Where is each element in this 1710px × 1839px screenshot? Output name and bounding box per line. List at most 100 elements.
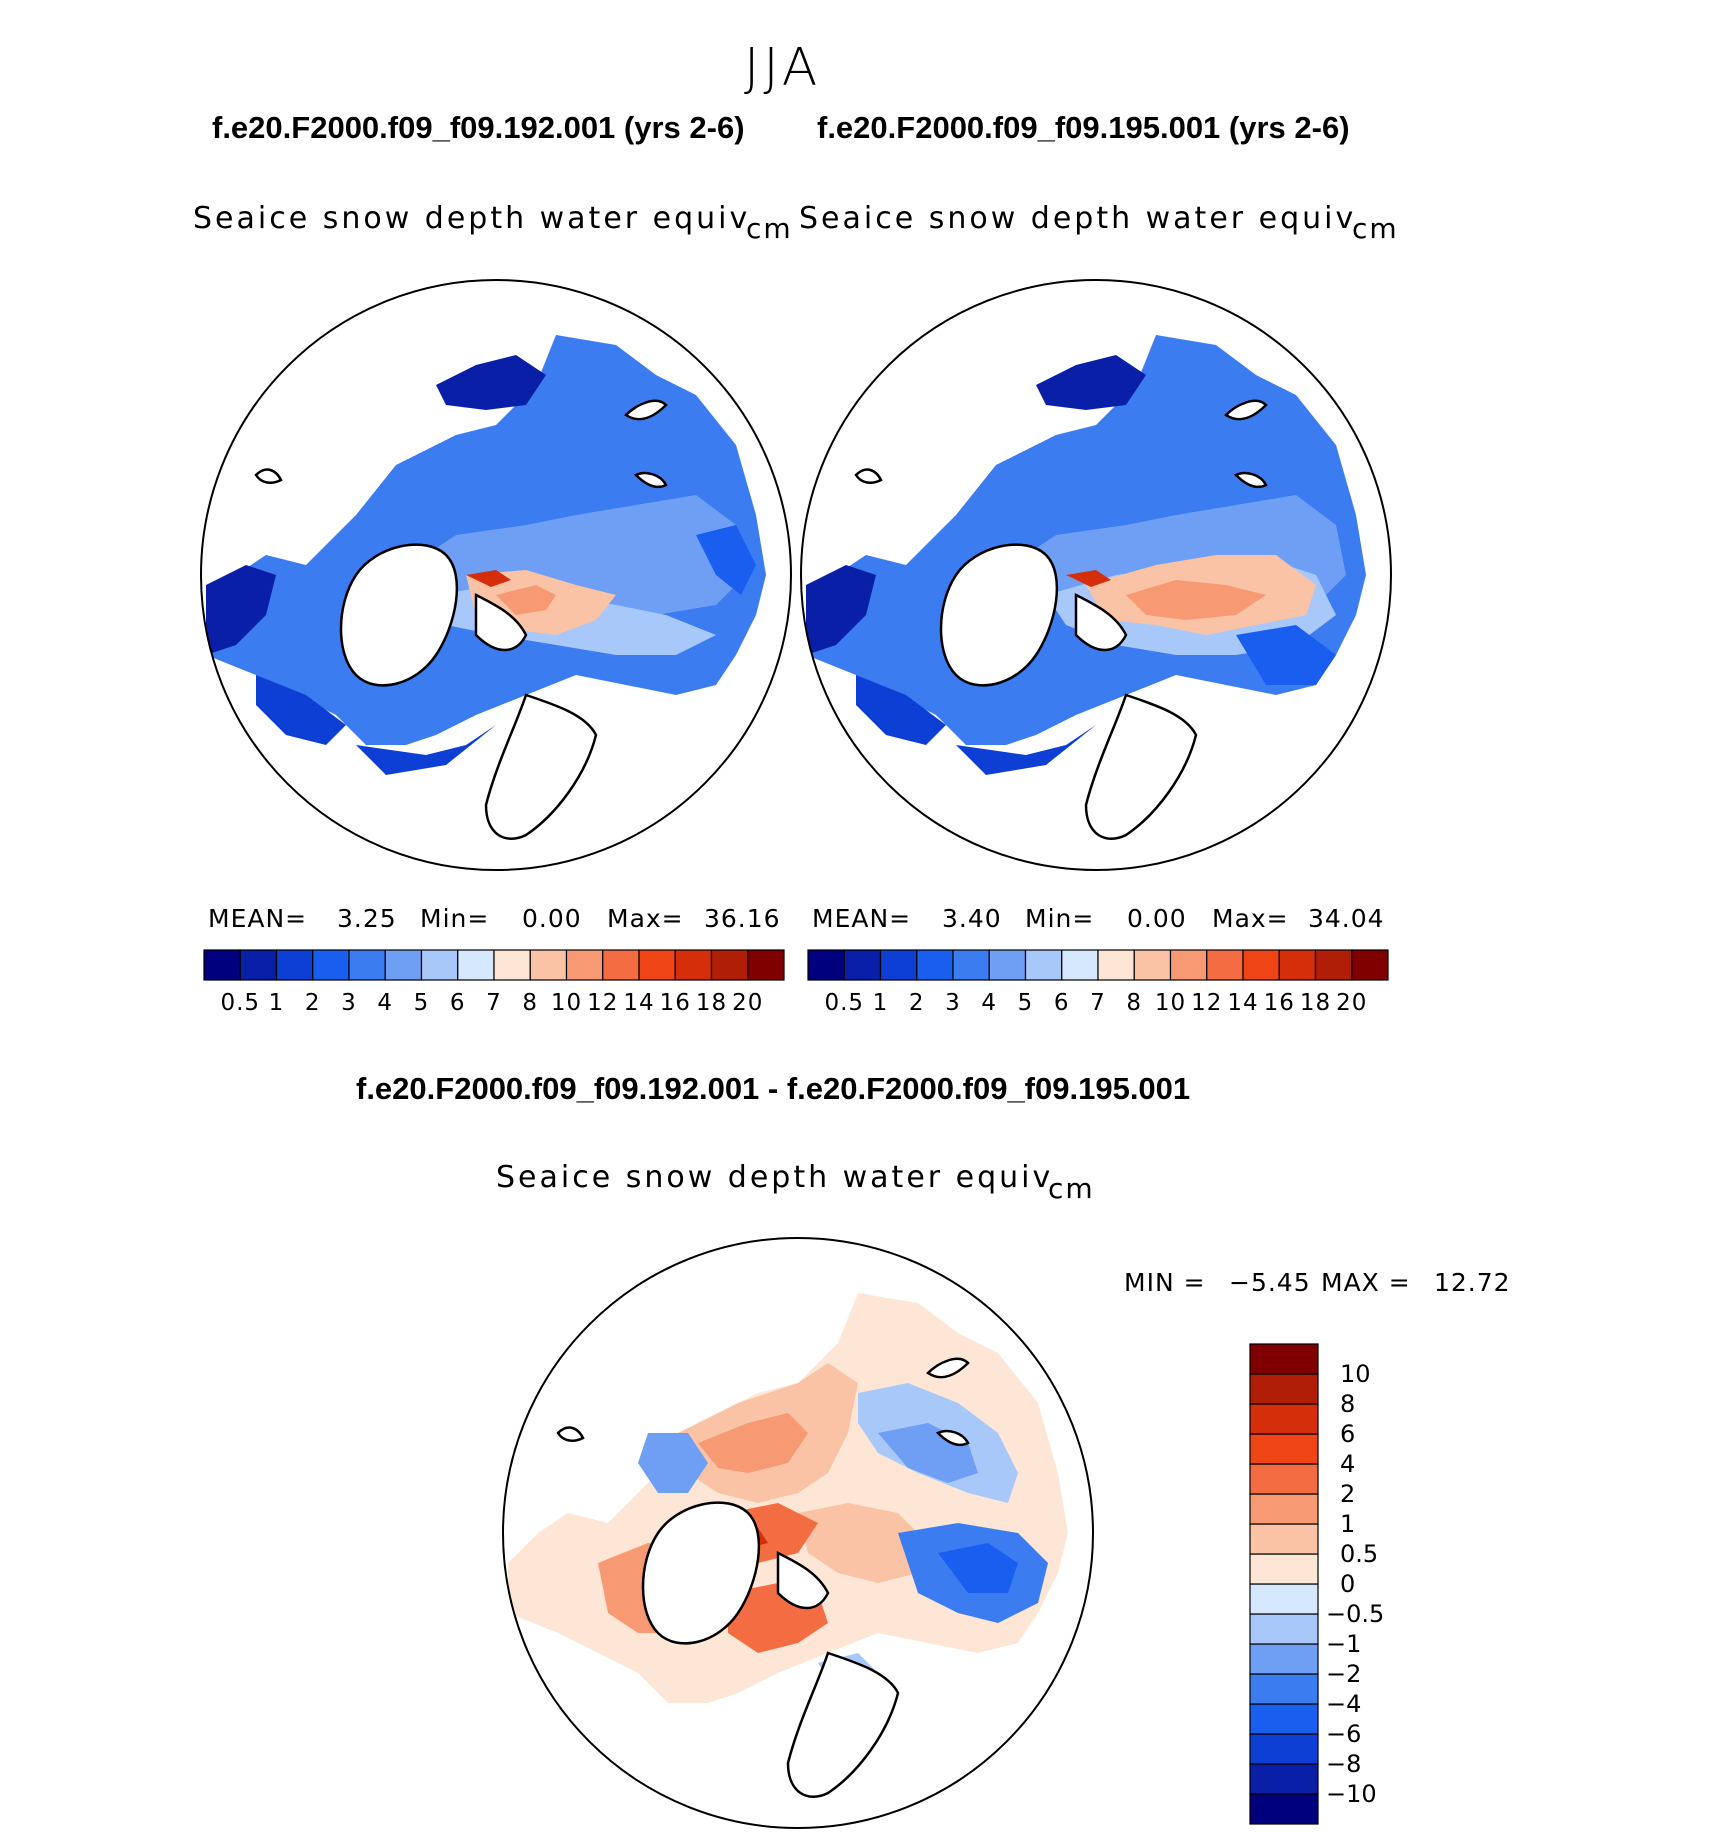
diff-colorbar-swatch-13 bbox=[1249, 1403, 1319, 1435]
diff-colorbar-tick-0: 10 bbox=[1340, 1360, 1371, 1388]
panel1-colorbar-tick-0: 0.5 bbox=[220, 990, 261, 1016]
panel2-variable-title: Seaice snow depth water equiv bbox=[799, 201, 1357, 236]
panel1-colorbar-tick-3: 3 bbox=[341, 990, 357, 1016]
panel1-colorbar-swatch-7 bbox=[457, 949, 495, 981]
map-panel2 bbox=[800, 279, 1392, 871]
diff-min-label: MIN = bbox=[1124, 1268, 1206, 1297]
diff-colorbar-swatch-7 bbox=[1249, 1583, 1319, 1615]
diff-colorbar-swatch-3 bbox=[1249, 1703, 1319, 1735]
panel1-colorbar-tick-10: 12 bbox=[587, 990, 619, 1016]
panel1-colorbar-tick-5: 5 bbox=[413, 990, 430, 1016]
diff-variable-title: Seaice snow depth water equiv bbox=[496, 1160, 1054, 1195]
panel1-colorbar-swatch-5 bbox=[384, 949, 423, 981]
panel1-colorbar-swatch-11 bbox=[602, 949, 640, 981]
panel2-colorbar-swatch-9 bbox=[1133, 949, 1172, 981]
panel1-max-label: Max= bbox=[607, 904, 684, 933]
panel2-colorbar-tick-11: 14 bbox=[1227, 990, 1259, 1016]
panel2-colorbar-swatch-13 bbox=[1278, 949, 1317, 981]
panel2-colorbar-tick-6: 6 bbox=[1053, 990, 1070, 1016]
panel2-colorbar-tick-8: 8 bbox=[1126, 990, 1143, 1016]
panel2-colorbar-tick-4: 4 bbox=[981, 990, 998, 1016]
panel2-max-label: Max= bbox=[1212, 904, 1289, 933]
panel1-colorbar-tick-12: 16 bbox=[659, 990, 691, 1016]
colorbar-panel1 bbox=[203, 949, 785, 981]
panel1-colorbar-tick-2: 2 bbox=[304, 990, 321, 1016]
panel2-colorbar-tick-0: 0.5 bbox=[824, 990, 865, 1016]
panel2-colorbar-swatch-8 bbox=[1097, 949, 1135, 981]
diff-colorbar-swatch-15 bbox=[1249, 1343, 1319, 1375]
panel2-max-value: 34.04 bbox=[1308, 904, 1385, 933]
diff-colorbar-swatch-8 bbox=[1249, 1553, 1319, 1585]
diff-colorbar-swatch-14 bbox=[1249, 1373, 1319, 1405]
diff-coastlines bbox=[556, 1357, 970, 1798]
diff-units: cm bbox=[1048, 1172, 1095, 1205]
diff-field bbox=[508, 1293, 1068, 1703]
diff-colorbar-tick-2: 6 bbox=[1340, 1420, 1356, 1448]
panel1-colorbar-tick-8: 8 bbox=[522, 990, 539, 1016]
panel1-colorbar-swatch-15 bbox=[747, 949, 785, 981]
panel2-colorbar-swatch-2 bbox=[879, 949, 918, 981]
panel1-variable-title: Seaice snow depth water equiv bbox=[193, 201, 751, 236]
diff-colorbar-swatch-5 bbox=[1249, 1643, 1319, 1675]
panel1-colorbar-swatch-1 bbox=[239, 949, 278, 981]
panel1-colorbar-tick-7: 7 bbox=[486, 990, 502, 1016]
panel2-colorbar-swatch-10 bbox=[1169, 949, 1208, 981]
panel2-colorbar-swatch-0 bbox=[807, 949, 845, 981]
diff-colorbar-tick-14: −10 bbox=[1326, 1780, 1377, 1808]
diff-colorbar-tick-7: 0 bbox=[1340, 1570, 1356, 1598]
panel1-mean-value: 3.25 bbox=[337, 904, 397, 933]
panel2-colorbar-tick-2: 2 bbox=[908, 990, 925, 1016]
panel1-units: cm bbox=[746, 212, 793, 245]
season-title: JJA bbox=[744, 38, 822, 98]
diff-colorbar-swatch-9 bbox=[1249, 1523, 1319, 1555]
panel1-colorbar-swatch-9 bbox=[529, 949, 568, 981]
panel1-colorbar-swatch-4 bbox=[348, 949, 386, 981]
panel1-colorbar-swatch-10 bbox=[565, 949, 604, 981]
panel2-colorbar-tick-5: 5 bbox=[1017, 990, 1034, 1016]
diff-colorbar-swatch-0 bbox=[1249, 1793, 1319, 1825]
panel2-colorbar-swatch-1 bbox=[843, 949, 882, 981]
panel1-colorbar-swatch-6 bbox=[420, 949, 459, 981]
diff-colorbar-tick-5: 1 bbox=[1340, 1510, 1356, 1538]
diff-colorbar-tick-8: −0.5 bbox=[1326, 1600, 1385, 1628]
panel2-colorbar-swatch-6 bbox=[1024, 949, 1063, 981]
panel2-colorbar-tick-12: 16 bbox=[1263, 990, 1295, 1016]
diff-colorbar-tick-13: −8 bbox=[1326, 1750, 1362, 1778]
diff-colorbar-swatch-2 bbox=[1249, 1733, 1319, 1765]
panel2-colorbar-swatch-7 bbox=[1061, 949, 1099, 981]
panel2-colorbar-swatch-11 bbox=[1206, 949, 1244, 981]
diff-case-title: f.e20.F2000.f09_f09.192.001 - f.e20.F200… bbox=[356, 1071, 1191, 1106]
diff-colorbar-swatch-6 bbox=[1249, 1613, 1319, 1645]
diff-colorbar-tick-11: −4 bbox=[1326, 1690, 1362, 1718]
panel1-colorbar-swatch-0 bbox=[203, 949, 241, 981]
map-panel1 bbox=[200, 279, 792, 871]
panel2-min-value: 0.00 bbox=[1127, 904, 1187, 933]
panel1-colorbar-tick-13: 18 bbox=[695, 990, 728, 1016]
colorbar-panel1-ticks: 0.5 1 2 3 4 5 6 7 8 10 12 14 16 18 20 bbox=[204, 990, 784, 1020]
panel2-colorbar-tick-7: 7 bbox=[1090, 990, 1106, 1016]
panel1-colorbar-tick-14: 20 bbox=[732, 990, 764, 1016]
panel1-mean-label: MEAN= bbox=[208, 904, 308, 933]
map1-ice-field bbox=[206, 335, 766, 775]
panel2-colorbar-tick-1: 1 bbox=[872, 990, 889, 1016]
panel2-mean-value: 3.40 bbox=[942, 904, 1002, 933]
panel1-colorbar-swatch-13 bbox=[674, 949, 713, 981]
colorbar-difference bbox=[1249, 1343, 1319, 1825]
panel1-colorbar-swatch-2 bbox=[275, 949, 314, 981]
panel1-case-title: f.e20.F2000.f09_f09.192.001 (yrs 2-6) bbox=[212, 110, 745, 145]
panel1-colorbar-tick-11: 14 bbox=[623, 990, 655, 1016]
panel2-colorbar-swatch-3 bbox=[916, 949, 954, 981]
diff-colorbar-swatch-4 bbox=[1249, 1673, 1319, 1705]
panel1-min-label: Min= bbox=[420, 904, 490, 933]
diff-colorbar-tick-12: −6 bbox=[1326, 1720, 1362, 1748]
panel2-colorbar-swatch-12 bbox=[1242, 949, 1280, 981]
map2-ice-field bbox=[806, 335, 1366, 775]
panel2-colorbar-tick-3: 3 bbox=[945, 990, 961, 1016]
panel2-mean-label: MEAN= bbox=[812, 904, 912, 933]
panel2-colorbar-tick-9: 10 bbox=[1154, 990, 1187, 1016]
panel1-colorbar-swatch-8 bbox=[493, 949, 531, 981]
panel1-min-value: 0.00 bbox=[522, 904, 582, 933]
colorbar-panel2-ticks: 0.5 1 2 3 4 5 6 7 8 10 12 14 16 18 20 bbox=[808, 990, 1388, 1020]
diff-colorbar-tick-10: −2 bbox=[1326, 1660, 1362, 1688]
diff-colorbar-tick-1: 8 bbox=[1340, 1390, 1356, 1418]
